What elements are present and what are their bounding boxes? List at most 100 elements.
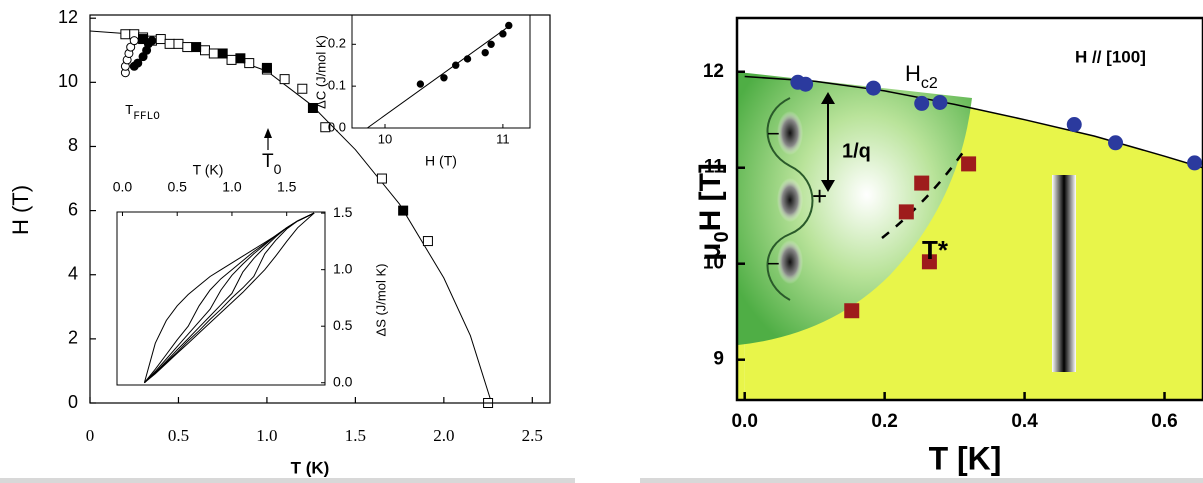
x-tick-label: 1.0 bbox=[256, 426, 277, 445]
x-axis-label: H (T) bbox=[425, 153, 457, 169]
y-tick-label: 6 bbox=[68, 199, 78, 219]
y-tick-label: 0.5 bbox=[333, 317, 353, 333]
point bbox=[307, 102, 318, 113]
x-tick-label: 0 bbox=[86, 426, 95, 445]
inset-background bbox=[117, 212, 325, 385]
annotation-sub: c2 bbox=[921, 75, 938, 92]
point bbox=[798, 76, 814, 92]
point bbox=[235, 53, 246, 64]
point bbox=[120, 29, 131, 40]
point bbox=[416, 80, 425, 88]
point bbox=[164, 38, 175, 49]
axes-frame bbox=[116, 211, 326, 386]
y-tick-label: 12 bbox=[58, 7, 78, 27]
point bbox=[261, 62, 272, 73]
x-tick-label: 1.5 bbox=[345, 426, 366, 445]
annotation: 1/q bbox=[842, 140, 871, 162]
x-tick-label: 1.5 bbox=[277, 179, 297, 195]
point bbox=[932, 94, 948, 110]
annotation: − bbox=[767, 121, 780, 146]
plot-area bbox=[367, 25, 511, 128]
point bbox=[440, 74, 448, 82]
y-axis-label: μ0H [T] bbox=[694, 163, 733, 261]
x-tick-label: 0.2 bbox=[871, 411, 897, 432]
x-axis-label: T [K] bbox=[929, 440, 1002, 476]
point bbox=[133, 58, 143, 68]
x-tick-label: 11 bbox=[496, 131, 510, 146]
y-tick-label: 10 bbox=[703, 253, 724, 274]
point bbox=[191, 42, 202, 53]
point bbox=[320, 122, 331, 133]
annotation-main: H bbox=[905, 61, 921, 86]
y-axis-label: ΔS (J/mol K) bbox=[373, 264, 388, 337]
x-tick-label: 2.0 bbox=[433, 426, 454, 445]
y-tick-label: 10 bbox=[58, 71, 78, 91]
annotation: H // [100] bbox=[1075, 47, 1146, 66]
x-tick-label: 0.5 bbox=[168, 426, 189, 445]
point bbox=[182, 42, 193, 53]
line bbox=[367, 25, 511, 128]
panel-strip bbox=[0, 478, 575, 483]
t-star-line bbox=[881, 147, 968, 239]
point bbox=[155, 34, 166, 45]
point bbox=[279, 74, 290, 85]
x-tick-label: 10 bbox=[378, 131, 392, 146]
panel-strip bbox=[640, 478, 1203, 483]
y-tick-label: 0 bbox=[68, 392, 78, 412]
annotation: Hc2 bbox=[905, 61, 938, 92]
y-axis-label-rest: H [T] bbox=[694, 163, 727, 231]
point bbox=[376, 173, 387, 184]
annotation: + bbox=[812, 181, 827, 211]
gradient-bar bbox=[1052, 175, 1076, 372]
line bbox=[744, 75, 1203, 169]
y-tick-label: 0.2 bbox=[328, 36, 346, 51]
decoration-layer bbox=[0, 72, 1203, 483]
point bbox=[961, 156, 977, 172]
order-blob bbox=[777, 240, 803, 284]
point bbox=[1108, 135, 1124, 151]
x-tick-label: 1.0 bbox=[222, 179, 242, 195]
x-tick-label: 0.6 bbox=[1151, 411, 1177, 432]
y-axis-label-sub: 0 bbox=[711, 231, 733, 242]
annotation: T* bbox=[922, 235, 949, 265]
point bbox=[463, 55, 472, 63]
annotation-main: T bbox=[125, 103, 133, 119]
plot-area bbox=[744, 75, 1203, 169]
annotation-sub: 0 bbox=[274, 161, 282, 177]
point bbox=[898, 204, 914, 220]
y-tick-label: 12 bbox=[703, 61, 724, 82]
annotation-sub: FFLO bbox=[133, 111, 160, 123]
y-tick-label: 4 bbox=[68, 263, 78, 283]
point bbox=[422, 236, 433, 247]
annotation: TFFLO bbox=[125, 103, 160, 123]
point bbox=[914, 95, 930, 111]
point bbox=[129, 36, 139, 46]
point bbox=[138, 34, 149, 45]
point bbox=[147, 36, 157, 46]
order-wave bbox=[766, 97, 814, 301]
axes-frame bbox=[351, 14, 531, 129]
plot-area bbox=[143, 212, 315, 384]
y-tick-label: 1.5 bbox=[333, 204, 353, 220]
line bbox=[144, 212, 315, 384]
point bbox=[865, 80, 881, 96]
y-tick-label: 0.1 bbox=[328, 78, 346, 93]
y-tick-label: 9 bbox=[713, 349, 724, 370]
annotation-main: T bbox=[262, 151, 274, 172]
line bbox=[144, 212, 315, 384]
point bbox=[487, 40, 495, 48]
point bbox=[208, 48, 219, 59]
point bbox=[200, 45, 210, 56]
point bbox=[505, 21, 513, 30]
point bbox=[921, 254, 937, 270]
line bbox=[144, 212, 315, 384]
order-blob bbox=[777, 111, 803, 155]
x-tick-label: 2.5 bbox=[522, 426, 543, 445]
t0-arrow-head bbox=[264, 128, 272, 138]
annotation: T0 bbox=[262, 151, 282, 177]
axes-frame bbox=[735, 16, 1203, 402]
y-tick-label: 0.0 bbox=[333, 373, 353, 389]
point bbox=[499, 30, 507, 38]
x-tick-label: 0.4 bbox=[1011, 411, 1038, 432]
